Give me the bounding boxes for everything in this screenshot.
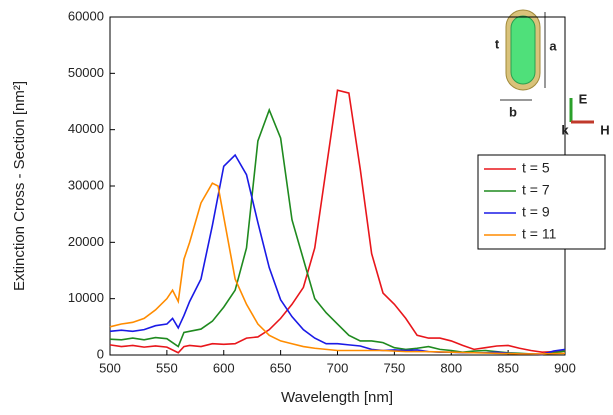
legend-box xyxy=(477,154,606,250)
x-tick-label: 800 xyxy=(440,360,462,375)
inset xyxy=(500,9,594,124)
x-tick-label: 550 xyxy=(156,360,178,375)
y-tick-label: 0 xyxy=(97,346,104,361)
y-tick-label: 60000 xyxy=(68,8,104,23)
x-tick-label: 500 xyxy=(99,360,121,375)
y-axis-label: Extinction Cross - Section [nm²] xyxy=(11,81,28,291)
y-tick-label: 30000 xyxy=(68,177,104,192)
y-tick-label: 40000 xyxy=(68,121,104,136)
series-line xyxy=(109,182,566,355)
inset-label: t xyxy=(495,36,500,51)
legend-label: t = 9 xyxy=(522,204,550,220)
x-tick-label: 900 xyxy=(554,360,576,375)
x-tick-label: 750 xyxy=(384,360,406,375)
x-axis-label: Wavelength [nm] xyxy=(281,389,393,406)
inset-label: k xyxy=(561,122,569,137)
legend-label: t = 7 xyxy=(522,182,550,198)
inset-label: b xyxy=(509,104,517,119)
y-tick-label: 50000 xyxy=(68,65,104,80)
x-tick-label: 850 xyxy=(497,360,519,375)
legend-label: t = 5 xyxy=(522,160,550,176)
y-tick-label: 20000 xyxy=(68,234,104,249)
x-tick-label: 650 xyxy=(270,360,292,375)
series-line xyxy=(109,107,566,356)
inset-label: H xyxy=(600,122,609,137)
y-tick-label: 10000 xyxy=(68,290,104,305)
rod-core xyxy=(510,15,536,85)
x-tick-label: 700 xyxy=(327,360,349,375)
inset-label: a xyxy=(549,38,557,53)
inset-label: E xyxy=(579,91,588,106)
legend-label: t = 11 xyxy=(522,226,557,242)
series-line xyxy=(109,89,566,354)
x-tick-label: 600 xyxy=(213,360,235,375)
